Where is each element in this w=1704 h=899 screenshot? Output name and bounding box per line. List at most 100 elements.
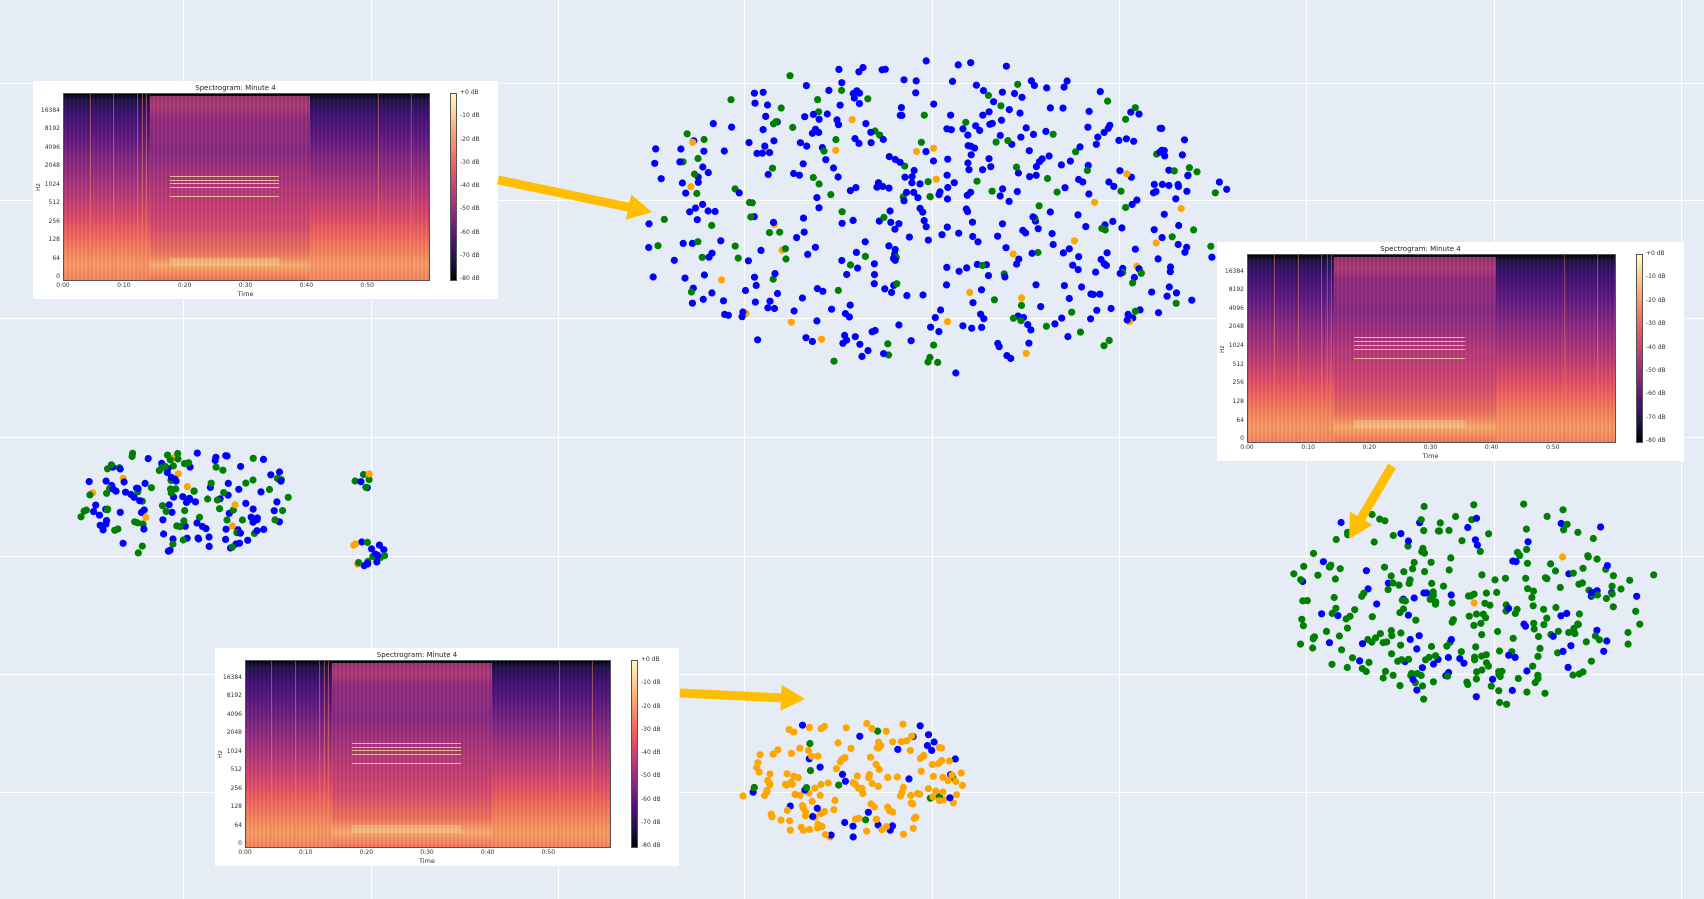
- scatter-point-green: [1122, 203, 1130, 212]
- scatter-point-green: [1117, 187, 1125, 195]
- scatter-point-orange: [718, 276, 726, 284]
- scatter-point-blue: [1074, 266, 1082, 274]
- scatter-point-blue: [1002, 62, 1011, 70]
- scatter-point-green: [1131, 307, 1139, 315]
- scatter-point-blue: [753, 149, 761, 157]
- scatter-point-blue: [902, 188, 911, 196]
- scatter-point-green: [1478, 631, 1486, 639]
- scatter-point-green: [158, 502, 167, 510]
- scatter-point-green: [190, 487, 198, 495]
- scatter-point-orange: [796, 791, 804, 799]
- gridline-vertical: [371, 0, 372, 899]
- scatter-point-blue: [1014, 169, 1023, 177]
- scatter-point-blue: [998, 88, 1007, 96]
- scatter-point-green: [1409, 565, 1417, 573]
- scatter-point-blue: [994, 232, 1002, 240]
- scatter-point-blue: [965, 166, 973, 174]
- scatter-point-green: [1384, 586, 1392, 594]
- scatter-point-blue: [910, 188, 918, 196]
- scatter-point-blue: [1065, 245, 1073, 253]
- scatter-point-blue: [964, 159, 972, 167]
- scatter-point-orange: [1152, 239, 1160, 247]
- scatter-point-blue: [813, 285, 822, 293]
- scatter-point-blue: [223, 452, 231, 460]
- x-tick-label: 0:30: [1423, 444, 1438, 451]
- scatter-point-blue: [879, 135, 887, 144]
- scatter-point-orange: [739, 792, 747, 800]
- scatter-point-blue: [943, 263, 951, 271]
- scatter-point-green: [874, 727, 882, 735]
- scatter-point-blue: [802, 334, 810, 342]
- scatter-point-blue: [717, 237, 725, 245]
- scatter-point-blue: [1165, 166, 1173, 174]
- scatter-point-green: [1541, 574, 1550, 582]
- scatter-point-blue: [1066, 157, 1074, 165]
- arrow-icon: [679, 684, 805, 711]
- scatter-point-blue: [1032, 171, 1040, 179]
- scatter-point-green: [1105, 336, 1113, 344]
- scatter-point-blue: [836, 101, 844, 109]
- scatter-point-blue: [870, 260, 879, 268]
- scatter-point-green: [279, 507, 287, 515]
- scatter-point-blue: [109, 485, 117, 493]
- scatter-point-orange: [952, 777, 960, 786]
- scatter-point-blue: [910, 166, 918, 175]
- scatter-point-blue: [1557, 519, 1565, 528]
- scatter-point-orange: [687, 183, 695, 191]
- scatter-point-blue: [790, 169, 798, 178]
- scatter-point-blue: [1124, 310, 1132, 318]
- scatter-point-blue: [211, 456, 219, 465]
- scatter-point-blue: [849, 833, 857, 841]
- scatter-point-green: [1190, 226, 1198, 234]
- scatter-point-green: [172, 485, 180, 493]
- scatter-point-blue: [205, 533, 213, 541]
- gridline-vertical: [1119, 0, 1120, 899]
- colorbar-tick-label: -20 dB: [641, 702, 661, 710]
- scatter-point-blue: [759, 126, 767, 134]
- scatter-point-blue: [841, 331, 849, 339]
- scatter-point-green: [992, 138, 1000, 146]
- scatter-point-blue: [259, 455, 268, 463]
- scatter-point-blue: [1002, 244, 1010, 252]
- scatter-point-blue: [750, 273, 759, 281]
- scatter-point-blue: [1156, 124, 1164, 132]
- colorbar: [1636, 254, 1643, 443]
- scatter-point-orange: [913, 789, 922, 798]
- scatter-point-blue: [920, 217, 928, 225]
- scatter-point-blue: [770, 304, 779, 313]
- scatter-point-green: [748, 199, 756, 207]
- scatter-point-green: [359, 470, 368, 479]
- scatter-point-blue: [968, 324, 976, 332]
- scatter-point-green: [1420, 502, 1428, 511]
- scatter-point-blue: [856, 732, 864, 740]
- scatter-point-green: [698, 253, 706, 261]
- scatter-point-green: [776, 228, 784, 236]
- scatter-point-green: [284, 493, 292, 501]
- scatter-point-blue: [1150, 226, 1158, 234]
- scatter-point-orange: [939, 788, 947, 796]
- scatter-point-blue: [1084, 123, 1092, 131]
- scatter-point-green: [1523, 559, 1532, 567]
- scatter-point-blue: [894, 745, 902, 754]
- scatter-point-blue: [985, 155, 993, 163]
- scatter-point-blue: [766, 149, 774, 157]
- scatter-point-blue: [1018, 93, 1026, 101]
- scatter-point-orange: [842, 724, 850, 732]
- scatter-point-green: [1172, 299, 1180, 307]
- scatter-point-blue: [795, 171, 804, 179]
- scatter-point-blue: [764, 170, 772, 179]
- scatter-point-green: [1523, 545, 1531, 554]
- scatter-point-orange: [1070, 237, 1079, 245]
- scatter-point-blue: [987, 163, 995, 171]
- scatter-point-green: [862, 816, 870, 824]
- scatter-point-blue: [1523, 667, 1531, 675]
- scatter-point-green: [1297, 576, 1305, 584]
- scatter-point-blue: [803, 142, 811, 150]
- scatter-point-blue: [1061, 184, 1069, 192]
- gridline-vertical: [183, 0, 184, 899]
- scatter-point-blue: [829, 164, 838, 172]
- y-tick-label: 16384: [222, 673, 242, 681]
- scatter-point-blue: [1097, 255, 1105, 264]
- scatter-point-green: [809, 173, 817, 182]
